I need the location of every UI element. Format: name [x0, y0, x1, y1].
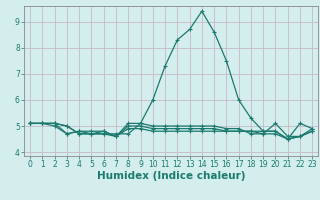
X-axis label: Humidex (Indice chaleur): Humidex (Indice chaleur): [97, 171, 245, 181]
